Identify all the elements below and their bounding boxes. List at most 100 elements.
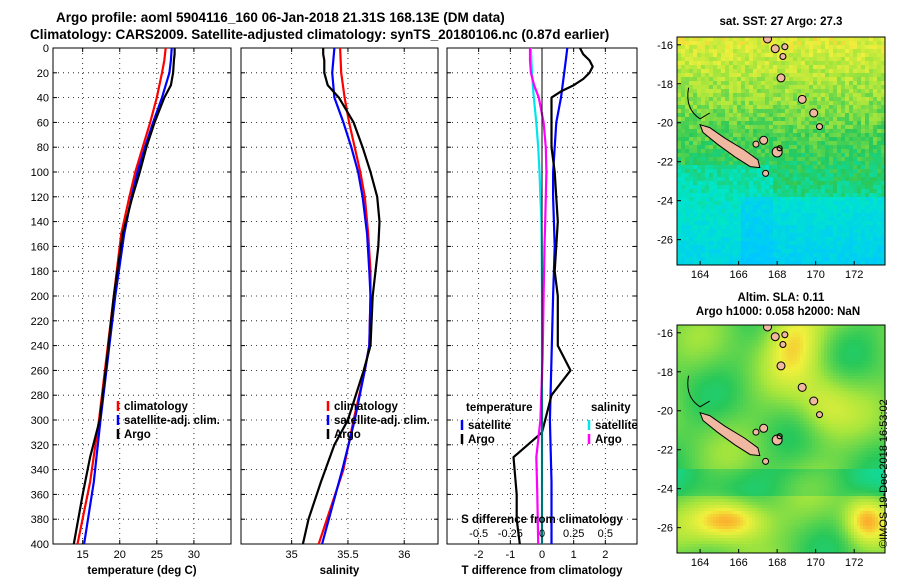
- map-x-tick-label: 170: [806, 269, 824, 281]
- legend-label: satellite: [595, 420, 638, 432]
- depth-tick-label: 0: [43, 43, 49, 55]
- map-y-tick-label: -18: [657, 367, 673, 379]
- depth-tick-label: 180: [31, 266, 49, 278]
- depth-tick-label: 120: [31, 192, 49, 204]
- map-x-tick-label: 164: [691, 557, 709, 569]
- figure-title-line-2: Climatology: CARS2009. Satellite-adjuste…: [30, 27, 610, 42]
- legend-title-salinity: salinity: [591, 402, 631, 414]
- profile-panel-salinity: 35 35.5 36 salinity climatology satellite-adj…: [240, 47, 439, 577]
- small-island: [776, 73, 786, 83]
- small-island: [759, 135, 769, 145]
- depth-tick-label: 300: [31, 415, 49, 427]
- depth-tick-label: 60: [37, 117, 49, 129]
- series-line-argo: [301, 48, 381, 545]
- legend-label: climatology: [334, 401, 399, 413]
- x-tick-label: 1: [571, 549, 577, 561]
- legend-label: Argo: [334, 429, 361, 441]
- series-line-satellite-adj-clim-: [321, 47, 372, 545]
- island-new-caledonia: [699, 411, 761, 457]
- map-x-tick-label: 170: [806, 557, 824, 569]
- reef-outline: [687, 87, 711, 120]
- small-island: [759, 423, 769, 433]
- argo-position-marker: [776, 145, 783, 152]
- depth-tick-label: 80: [37, 142, 49, 154]
- s-diff-tick-label: -0.25: [498, 528, 523, 540]
- profile-panel-temperature: 15 20 25 3002040608010012014016018020022024…: [31, 43, 232, 577]
- small-island: [781, 331, 789, 339]
- depth-tick-label: 20: [37, 68, 49, 80]
- legend-salinity: climatology satellite-adj. clim. Argo: [326, 401, 430, 441]
- x-tick-label: 20: [114, 549, 126, 561]
- map-y-tick-label: -22: [657, 445, 673, 457]
- small-island: [763, 37, 773, 44]
- depth-tick-label: 340: [31, 465, 49, 477]
- small-island: [781, 43, 789, 51]
- depth-tick-label: 100: [31, 167, 49, 179]
- legend-label: Argo: [468, 434, 495, 446]
- map-panel-sla_map: 164 166 168 170 172 -16 -18 -20 -22 -24 -26 Altim. …: [657, 292, 886, 569]
- small-island: [779, 340, 787, 348]
- map-x-tick-label: 172: [845, 269, 863, 281]
- map-x-tick-label: 164: [691, 269, 709, 281]
- x-tick-label: 35.5: [337, 549, 358, 561]
- depth-tick-label: 140: [31, 217, 49, 229]
- x-axis-label: T difference from climatology: [461, 565, 623, 577]
- small-island: [762, 457, 770, 465]
- series-line-t-argo: [512, 47, 594, 545]
- plot-area-salinity: [240, 47, 439, 545]
- depth-tick-label: 200: [31, 291, 49, 303]
- map-y-tick-label: -24: [657, 196, 673, 208]
- map-title-sst: sat. SST: 27 Argo: 27.3: [720, 16, 843, 28]
- depth-tick-label: 260: [31, 365, 49, 377]
- reef-outline: [687, 375, 711, 408]
- map-y-tick-label: -18: [657, 79, 673, 91]
- s-diff-tick-label: -0.5: [469, 528, 488, 540]
- x-tick-label: 25: [151, 549, 163, 561]
- map-y-tick-label: -24: [657, 484, 673, 496]
- profile-panel-difference: -2 -1 0 1 2 T difference from climatology -0.5…: [446, 47, 638, 577]
- x-tick-label: 36: [398, 549, 410, 561]
- small-island: [752, 428, 760, 436]
- series-line-s-argo: [528, 48, 548, 545]
- legend-label: satellite-adj. clim.: [124, 415, 220, 427]
- map-y-tick-label: -20: [657, 406, 673, 418]
- argo-position-marker: [776, 433, 783, 440]
- legend-difference: temperature salinity satellite Argo satellit…: [460, 402, 638, 446]
- island-new-caledonia: [699, 123, 761, 169]
- s-diff-tick-label: 0.25: [563, 528, 584, 540]
- depth-tick-label: 380: [31, 514, 49, 526]
- legend-temperature: climatology satellite-adj. clim. Argo: [116, 401, 220, 441]
- small-island: [816, 411, 824, 419]
- x-tick-label: -1: [505, 549, 515, 561]
- plot-area-temperature: [52, 47, 232, 545]
- map-x-tick-label: 168: [768, 269, 786, 281]
- series-line-t-satellite: [548, 47, 569, 544]
- legend-label: climatology: [124, 401, 189, 413]
- small-island: [797, 94, 807, 104]
- small-island: [809, 108, 819, 118]
- small-island: [797, 382, 807, 392]
- map-x-tick-label: 166: [729, 557, 747, 569]
- map-y-tick-label: -20: [657, 118, 673, 130]
- x-tick-label: -2: [474, 549, 484, 561]
- legend-label: Argo: [124, 429, 151, 441]
- s-diff-tick-label: 0: [539, 528, 545, 540]
- depth-tick-label: 280: [31, 390, 49, 402]
- map-field-sst_map: [677, 37, 885, 265]
- legend-label: Argo: [595, 434, 622, 446]
- map-x-tick-label: 172: [845, 557, 863, 569]
- x-tick-label: 35: [286, 549, 298, 561]
- x-tick-label: 30: [188, 549, 200, 561]
- imos-timestamp: ©IMOS 19-Dec-2018 16:53:02: [878, 399, 890, 548]
- small-island: [770, 332, 780, 342]
- map-x-tick-label: 168: [768, 557, 786, 569]
- legend-title-temperature: temperature: [466, 402, 532, 414]
- series-line-argo: [72, 48, 176, 545]
- x-tick-label: 2: [602, 549, 608, 561]
- map-y-tick-label: -16: [657, 328, 673, 340]
- map-subtitle-sla: Argo h1000: 0.058 h2000: NaN: [696, 306, 860, 318]
- map-title-sla: Altim. SLA: 0.11: [738, 292, 826, 304]
- small-island: [752, 140, 760, 148]
- map-frame: [676, 324, 886, 554]
- small-island: [776, 361, 786, 371]
